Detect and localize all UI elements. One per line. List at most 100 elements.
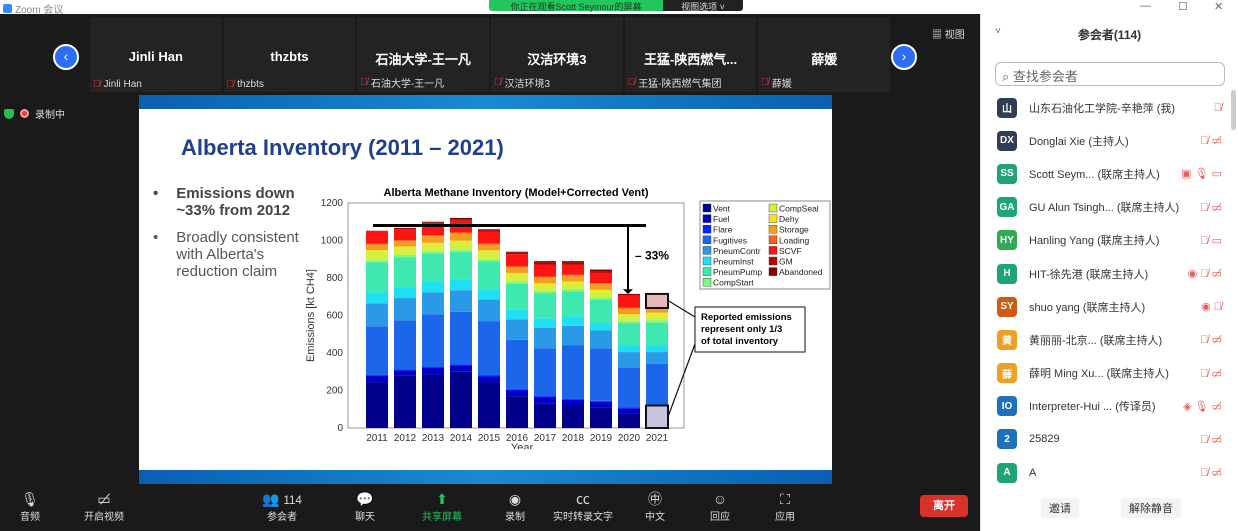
status-icons[interactable]: ◉ 🎙̸ ▭̸ — [1187, 268, 1222, 281]
status-icons[interactable]: 🎙̸ ▭̸ — [1200, 201, 1222, 214]
chat-button[interactable]: 💬 聊天 — [355, 491, 375, 523]
video-tile[interactable]: 薛媛 🎙̸ 薛媛 — [758, 17, 891, 92]
record-button[interactable]: ◉ 录制 — [505, 491, 525, 523]
video-tile[interactable]: 汉洁环境3 🎙̸ 汉洁环境3 — [491, 17, 623, 92]
invite-button[interactable]: 邀请 — [1041, 498, 1079, 518]
video-tile[interactable]: 王猛-陕西燃气... 🎙̸ 王猛-陕西燃气集团 — [624, 17, 757, 92]
bar-segment-gm — [562, 262, 584, 265]
bar-segment-storage — [422, 236, 444, 243]
prev-page-button[interactable]: ‹ — [53, 44, 79, 70]
participant-item[interactable]: GA GU Alun Tsingh... (联席主持人) 🎙̸ ▭̸ — [997, 191, 1222, 224]
bar-segment-abandoned — [450, 218, 472, 220]
status-icons[interactable]: 🎙̸ ▭̸ — [1200, 433, 1222, 446]
video-tile[interactable]: Jinli Han 🎙̸ Jinli Han — [90, 17, 222, 92]
bar-segment-compseal — [506, 274, 528, 282]
legend-label: CompSeal — [779, 204, 819, 214]
x-tick-label: 2020 — [618, 433, 641, 444]
apps-button[interactable]: ⛶ 应用 — [775, 491, 795, 523]
reactions-button[interactable]: ☺ 回应 — [710, 491, 730, 523]
maximize-button[interactable]: ☐ — [1178, 1, 1188, 13]
participant-item[interactable]: H HIT-徐先港 (联席主持人) ◉ 🎙̸ ▭̸ — [997, 257, 1222, 290]
participant-item[interactable]: 薛薛明 Ming Xu... (联席主持人) 🎙̸ ▭̸ — [997, 357, 1222, 390]
status-icons[interactable]: 🎙̸ ▭ — [1200, 234, 1222, 247]
scrollbar[interactable] — [1231, 90, 1236, 130]
avatar: 黄 — [997, 329, 1017, 350]
bar-segment-flare — [618, 407, 640, 409]
x-tick-label: 2011 — [366, 433, 388, 444]
participant-item[interactable]: 2 25829 🎙̸ ▭̸ — [997, 423, 1222, 456]
unmute-all-button[interactable]: 解除静音 — [1121, 498, 1181, 518]
bar-segment-pneumpump — [646, 323, 668, 346]
minimize-button[interactable]: — — [1140, 0, 1151, 12]
participant-name: shuo yang (联席主持人) — [1029, 301, 1146, 314]
bar-segment-gm — [506, 252, 528, 255]
methane-chart: Alberta Methane Inventory (Model+Correct… — [305, 187, 831, 449]
leave-button[interactable]: 离开 — [920, 495, 968, 517]
status-icons[interactable]: 🎙̸ — [1213, 101, 1222, 114]
bar-segment-fuel — [478, 376, 500, 383]
status-icons[interactable]: 🎙̸ ▭̸ — [1200, 467, 1222, 480]
participant-item[interactable]: IO Interpreter-Hui ... (传译员) ◈ 🎙 ▭̸ — [997, 390, 1222, 423]
y-tick-label: 0 — [337, 423, 343, 434]
participant-item[interactable]: SY shuo yang (联席主持人) ◉ 🎙̸ — [997, 290, 1222, 323]
legend-swatch — [702, 256, 712, 266]
bar-segment-compstart — [366, 260, 388, 263]
bar-segment-flare — [590, 400, 612, 402]
video-tile[interactable]: 石油大学-王一凡 🎙̸ 石油大学-王一凡 — [357, 17, 490, 92]
mic-off-icon: 🎙̸ — [93, 79, 101, 90]
tile-name: thzbts — [270, 49, 309, 64]
status-icons[interactable]: 🎙̸ ▭̸ — [1200, 135, 1222, 148]
video-tile[interactable]: thzbts 🎙̸ thzbts — [223, 17, 356, 92]
bar-segment-pneumpump — [394, 257, 416, 288]
bar-segment-fugitives — [562, 345, 584, 399]
status-icons[interactable]: 🎙̸ ▭̸ — [1200, 334, 1222, 347]
bar-segment-flare — [534, 396, 556, 398]
audio-button[interactable]: 🎙 音频 — [20, 491, 40, 523]
bar-segment-abandoned — [618, 293, 640, 295]
chevron-down-icon[interactable]: ˅ — [995, 26, 1001, 37]
avatar: SS — [997, 163, 1017, 184]
legend-swatch — [702, 203, 712, 213]
status-icons[interactable]: ◈ 🎙 ▭̸ — [1183, 400, 1222, 413]
y-tick-label: 200 — [326, 386, 343, 397]
bar-segment-dehy — [618, 314, 640, 317]
bar-segment-storage — [506, 267, 528, 273]
slide-bullets: • Emissions down ~33% from 2012 • Broadly … — [153, 185, 313, 290]
search-input[interactable]: ⌕ 查找参会者 — [995, 62, 1225, 86]
participant-item[interactable]: SS Scott Seym... (联席主持人) ▣ 🎙 ▭ — [997, 157, 1222, 190]
bar-segment-fuel — [562, 399, 584, 406]
bar-segment-fuel — [590, 401, 612, 408]
bar-segment-pneumcontr — [646, 352, 668, 364]
avatar: 山 — [997, 97, 1017, 118]
x-tick-label: 2016 — [506, 433, 529, 444]
close-button[interactable]: ✕ — [1214, 1, 1224, 13]
participant-item[interactable]: HY Hanling Yang (联席主持人) 🎙̸ ▭ — [997, 224, 1222, 257]
status-icons[interactable]: 🎙̸ ▭̸ — [1200, 367, 1222, 380]
legend-swatch — [768, 203, 778, 213]
legend-label: SCVF — [779, 246, 802, 256]
status-icons[interactable]: ◉ 🎙̸ — [1201, 301, 1222, 314]
view-button[interactable]: ▦ 视图 — [932, 30, 965, 41]
bar-segment-pneumpump — [506, 283, 528, 310]
avatar: 薛 — [997, 363, 1017, 384]
cc-icon: ㏄ — [576, 491, 590, 507]
video-button[interactable]: ▭̸ 开启视频 — [84, 491, 124, 523]
bar-segment-pneumcontr — [506, 319, 528, 340]
x-tick-label: 2018 — [562, 433, 585, 444]
status-icons[interactable]: ▣ 🎙 ▭ — [1181, 168, 1222, 181]
participants-button[interactable]: 👥 114 参会者 — [262, 491, 302, 523]
participant-item[interactable]: 山山东石油化工学院-辛艳萍 (我) 🎙̸ — [997, 91, 1222, 124]
bar-segment-fugitives — [534, 348, 556, 397]
bar-segment-abandoned — [534, 261, 556, 263]
bar-segment-pneumcontr — [422, 292, 444, 315]
participant-item[interactable]: DX Donglai Xie (主持人) 🎙̸ ▭̸ — [997, 124, 1222, 157]
participant-item[interactable]: A A 🎙̸ ▭̸ — [997, 456, 1222, 489]
bullet: • Broadly consistent with Alberta's reduc… — [153, 229, 299, 280]
chart-title: Alberta Methane Inventory (Model+Correct… — [384, 187, 649, 199]
participant-item[interactable]: 黄黄丽丽-北京... (联席主持人) 🎙̸ ▭̸ — [997, 323, 1222, 356]
language-button[interactable]: ㊥中文 — [645, 491, 665, 523]
next-page-button[interactable]: › — [891, 44, 917, 70]
share-screen-button[interactable]: ⬆ 共享屏幕 — [422, 491, 462, 523]
view-options-button[interactable]: 视图选项 ˅ — [663, 0, 743, 12]
